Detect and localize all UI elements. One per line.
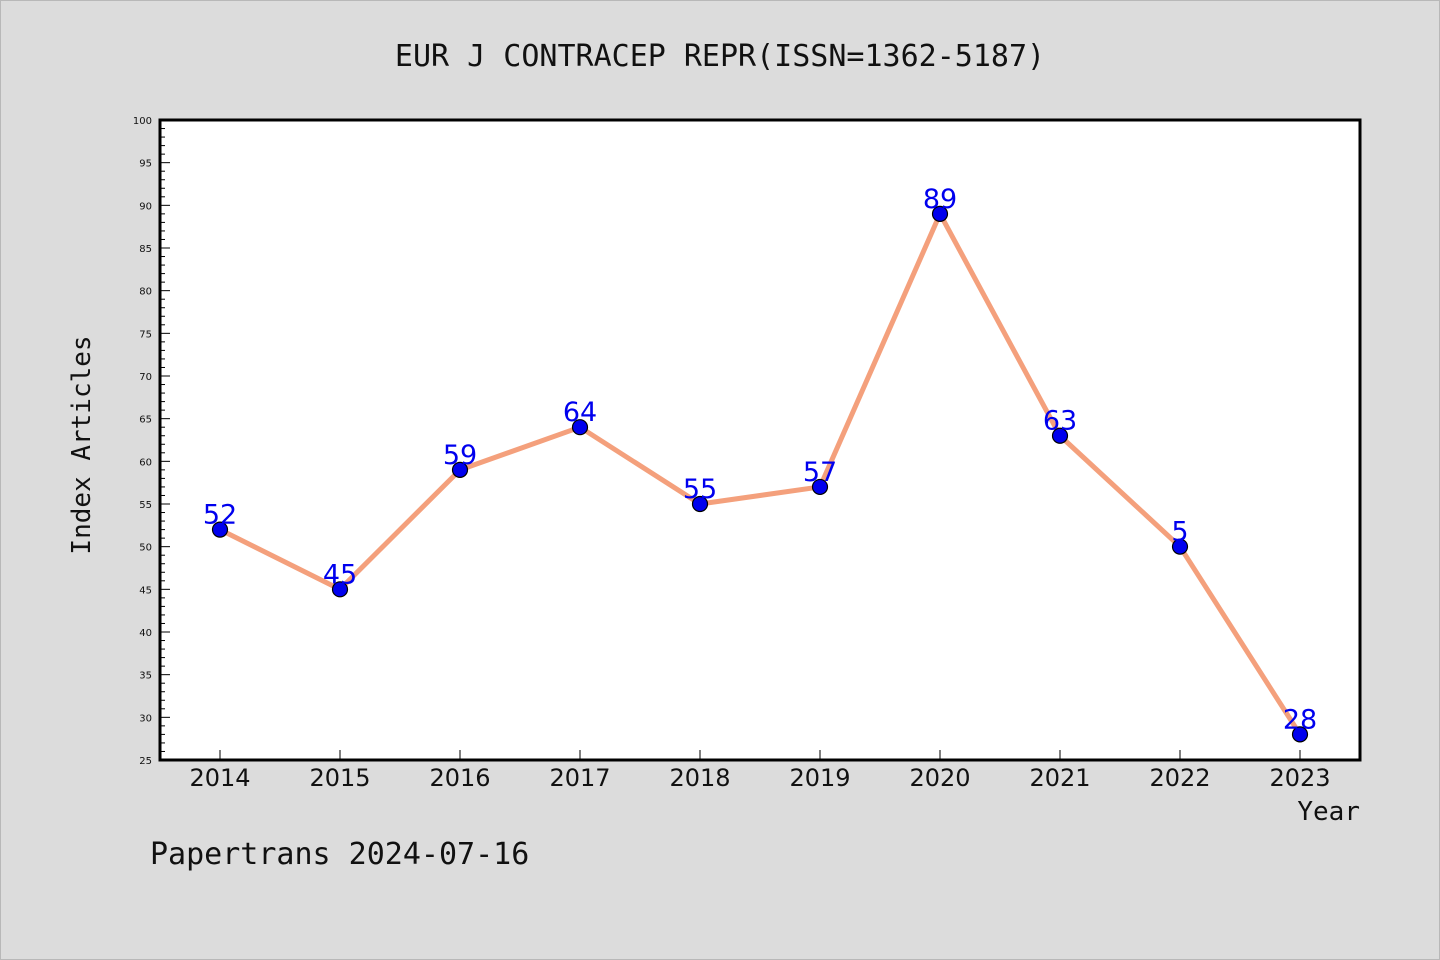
series-line — [218, 211, 1303, 736]
series-line-group — [211, 205, 1309, 743]
data-label: 28 — [1283, 704, 1317, 735]
data-point — [211, 521, 229, 538]
x-axis: 2014 2015 2016 2017 2018 2019 2020 2021 2022 2023 — [189, 750, 1331, 792]
footer-credit: Papertrans 2024-07-16 — [150, 837, 529, 872]
data-point — [331, 581, 349, 598]
data-point — [451, 461, 469, 478]
x-tick-label: 2014 — [189, 764, 250, 792]
y-tick-label: 65 — [139, 415, 152, 426]
data-point — [1171, 538, 1189, 555]
y-tick-label: 55 — [139, 500, 152, 511]
x-tick-label: 2019 — [789, 764, 850, 792]
x-tick-label: 2023 — [1269, 764, 1330, 792]
data-point — [691, 495, 709, 513]
y-tick-label: 75 — [139, 329, 152, 340]
y-axis-label: Index Articles — [67, 335, 97, 554]
x-tick-label: 2021 — [1029, 764, 1090, 792]
data-label: 64 — [563, 397, 597, 428]
chart-title: EUR J CONTRACEP REPR(ISSN=1362-5187) — [395, 39, 1045, 74]
y-tick-label: 60 — [139, 457, 152, 468]
y-axis: 25 30 35 40 45 50 55 60 65 70 75 80 85 90 95 100 — [133, 116, 170, 767]
x-tick-label: 2018 — [669, 764, 730, 792]
data-point — [1051, 427, 1069, 444]
x-tick-label: 2015 — [309, 764, 370, 792]
plot-area — [158, 118, 1362, 762]
y-tick-label: 50 — [139, 543, 152, 554]
y-tick-label: 70 — [139, 372, 152, 383]
y-tick-label: 45 — [139, 585, 152, 596]
x-tick-label: 2022 — [1149, 764, 1210, 792]
data-label: 63 — [1043, 406, 1077, 437]
data-label: 45 — [323, 559, 357, 590]
data-label: 5 — [1171, 517, 1188, 548]
y-tick-label: 90 — [139, 201, 152, 212]
x-tick-label: 2017 — [549, 764, 610, 792]
data-label-group: 52 45 59 64 55 57 89 63 5 28 — [203, 184, 1317, 736]
y-tick-label: 25 — [139, 756, 152, 767]
y-tick-label: 100 — [133, 116, 152, 127]
y-tick-label: 80 — [139, 287, 152, 298]
data-point — [811, 478, 829, 496]
y-tick-label: 95 — [139, 159, 152, 170]
x-tick-label: 2016 — [429, 764, 490, 792]
y-tick-label: 30 — [139, 713, 152, 724]
data-point — [1291, 726, 1309, 743]
y-tick-label: 35 — [139, 671, 152, 682]
data-label: 52 — [203, 500, 237, 531]
data-label: 57 — [803, 457, 837, 488]
data-point — [931, 205, 949, 222]
data-label: 59 — [443, 440, 477, 471]
data-point — [571, 419, 589, 436]
x-tick-label: 2020 — [909, 764, 970, 792]
x-axis-label: Year — [1297, 797, 1360, 827]
y-tick-label: 40 — [139, 628, 152, 639]
y-tick-label: 85 — [139, 244, 152, 255]
data-label: 89 — [923, 184, 957, 215]
data-label: 55 — [683, 474, 717, 505]
